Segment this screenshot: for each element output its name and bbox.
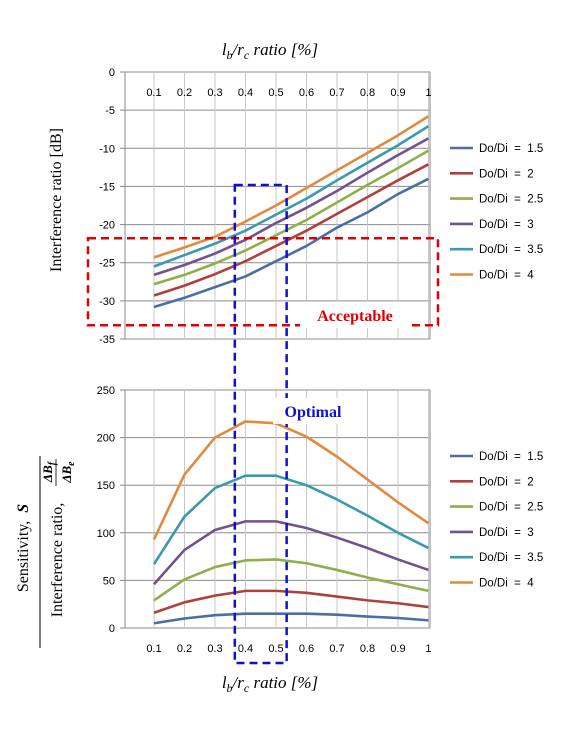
y-tick-label: -30 (99, 296, 115, 308)
series-line (153, 125, 430, 268)
y-tick-label: -15 (99, 181, 115, 193)
interference-x-axis-label: lb/rc ratio [%] (222, 40, 318, 62)
optimal-label-background (273, 398, 353, 424)
optimal-label: Optimal (285, 404, 342, 421)
series-line (153, 163, 430, 297)
sensitivity-y-axis-label: Sensitivity, S Interference ratio, ΔBf ΔB… (15, 456, 77, 648)
series-line (153, 558, 429, 602)
x-tick-label: 0.4 (238, 87, 253, 99)
ylabel-top: Sensitivity, S (15, 504, 32, 592)
ylabel-frac-den: ΔBe (59, 461, 77, 484)
x-tick-label: 1 (425, 643, 431, 655)
series-line (153, 149, 430, 286)
interference-x-ticks: 0.1 0.2 0.3 0.4 0.5 0.6 0.7 0.8 0.9 1 (146, 87, 431, 99)
x-tick-label: 0.9 (390, 87, 405, 99)
interference-y-axis-label: Interference ratio [dB] (48, 128, 65, 272)
x-tick-label: 0.8 (360, 643, 375, 655)
ylabel-bottom-text: Interference ratio, (49, 503, 66, 618)
xlabel-sub2: c (244, 681, 250, 695)
sensitivity-chart: 0 50 100 150 200 250 0.1 0.2 0.3 0.4 0.5 0.6 0.7 0.8… (15, 385, 543, 695)
xlabel-mid: /r (232, 40, 245, 59)
y-tick-label: 0 (109, 67, 115, 79)
y-tick-label: -20 (99, 220, 115, 232)
sensitivity-lines (152, 420, 430, 625)
sensitivity-y-ticks: 0 50 100 150 200 250 (97, 385, 125, 635)
x-tick-label: 0.6 (299, 643, 314, 655)
y-tick-label: 50 (103, 575, 115, 587)
x-tick-label: 0.7 (329, 87, 344, 99)
interference-chart: 0 -5 -10 -15 -20 -25 -30 -35 0.1 0.2 0.3 0.4 0.5 0.6… (48, 40, 543, 346)
interference-y-ticks: 0 -5 -10 -15 -20 -25 -30 -35 (99, 67, 125, 346)
interference-gridlines (125, 71, 430, 340)
acceptable-label-background (300, 302, 410, 328)
xlabel-sub2: c (244, 48, 250, 62)
y-tick-label: 150 (97, 480, 115, 492)
y-tick-label: -10 (99, 143, 115, 155)
ylabel-small-fraction: ΔBf ΔBe (40, 459, 77, 486)
series-line (153, 137, 430, 277)
xlabel-sub1: b (227, 681, 233, 695)
acceptable-region-box (86, 237, 440, 327)
ylabel-top-text: Sensitivity, (15, 521, 32, 592)
y-tick-label: -35 (99, 334, 115, 346)
legend-label: Do/Di = 3.5 (479, 552, 543, 564)
ylabel-top-symbol: S (15, 504, 32, 513)
ylabel-frac-num: ΔBf (40, 460, 58, 483)
sensitivity-x-ticks: 0.1 0.2 0.3 0.4 0.5 0.6 0.7 0.8 0.9 1 (146, 643, 431, 655)
x-tick-label: 1 (425, 87, 431, 99)
series-line (153, 589, 429, 614)
series-line (153, 612, 429, 625)
y-tick-label: 0 (109, 623, 115, 635)
x-tick-label: 0.8 (360, 87, 375, 99)
legend-label: Do/Di = 1.5 (479, 143, 543, 155)
series-line (153, 177, 430, 309)
legend-label: Do/Di = 4 (479, 270, 534, 282)
x-tick-label: 0.2 (177, 87, 192, 99)
sensitivity-legend: Do/Di = 1.5 Do/Di = 2 Do/Di = 2.5 Do/Di = 3… (450, 451, 543, 590)
series-line (153, 520, 429, 586)
ylabel-bottom: Interference ratio, (49, 503, 66, 618)
sensitivity-gridlines (125, 389, 430, 629)
legend-label: Do/Di = 2 (479, 476, 534, 488)
xlabel-tail: ratio [%] (249, 673, 318, 692)
y-tick-label: 200 (97, 433, 115, 445)
x-tick-label: 0.2 (177, 643, 192, 655)
x-tick-label: 0.7 (329, 643, 344, 655)
xlabel-mid: /r (232, 673, 245, 692)
xlabel-sub1: b (227, 48, 233, 62)
legend-label: Do/Di = 2 (479, 168, 534, 180)
interference-legend: Do/Di = 1.5 Do/Di = 2 Do/Di = 2.5 Do/Di = 3… (450, 143, 543, 282)
legend-label: Do/Di = 3 (479, 219, 534, 231)
x-tick-label: 0.1 (146, 87, 161, 99)
legend-label: Do/Di = 1.5 (479, 451, 543, 463)
x-tick-label: 0.3 (207, 643, 222, 655)
legend-label: Do/Di = 2.5 (479, 194, 543, 206)
x-tick-label: 0.9 (390, 643, 405, 655)
legend-label: Do/Di = 3.5 (479, 244, 543, 256)
xlabel-tail: ratio [%] (249, 40, 318, 59)
legend-label: Do/Di = 2.5 (479, 502, 543, 514)
x-tick-label: 0.4 (238, 643, 253, 655)
x-tick-label: 0.1 (146, 643, 161, 655)
y-tick-label: -5 (105, 105, 115, 117)
xlabel-base: l (222, 673, 227, 692)
y-tick-label: 100 (97, 528, 115, 540)
y-tick-label: -25 (99, 258, 115, 270)
y-tick-label: 250 (97, 385, 115, 397)
series-line (153, 115, 430, 259)
sensitivity-plot-area (124, 389, 431, 629)
x-tick-label: 0.5 (268, 87, 283, 99)
interference-lines (153, 115, 430, 309)
xlabel-base: l (222, 40, 227, 59)
legend-label: Do/Di = 3 (479, 527, 534, 539)
x-tick-label: 0.5 (268, 643, 283, 655)
series-line (152, 474, 430, 565)
acceptable-label: Acceptable (317, 308, 393, 325)
sensitivity-x-axis-label: lb/rc ratio [%] (222, 673, 318, 695)
legend-label: Do/Di = 4 (479, 578, 534, 590)
x-tick-label: 0.3 (207, 87, 222, 99)
series-line (152, 420, 430, 541)
x-tick-label: 0.6 (299, 87, 314, 99)
